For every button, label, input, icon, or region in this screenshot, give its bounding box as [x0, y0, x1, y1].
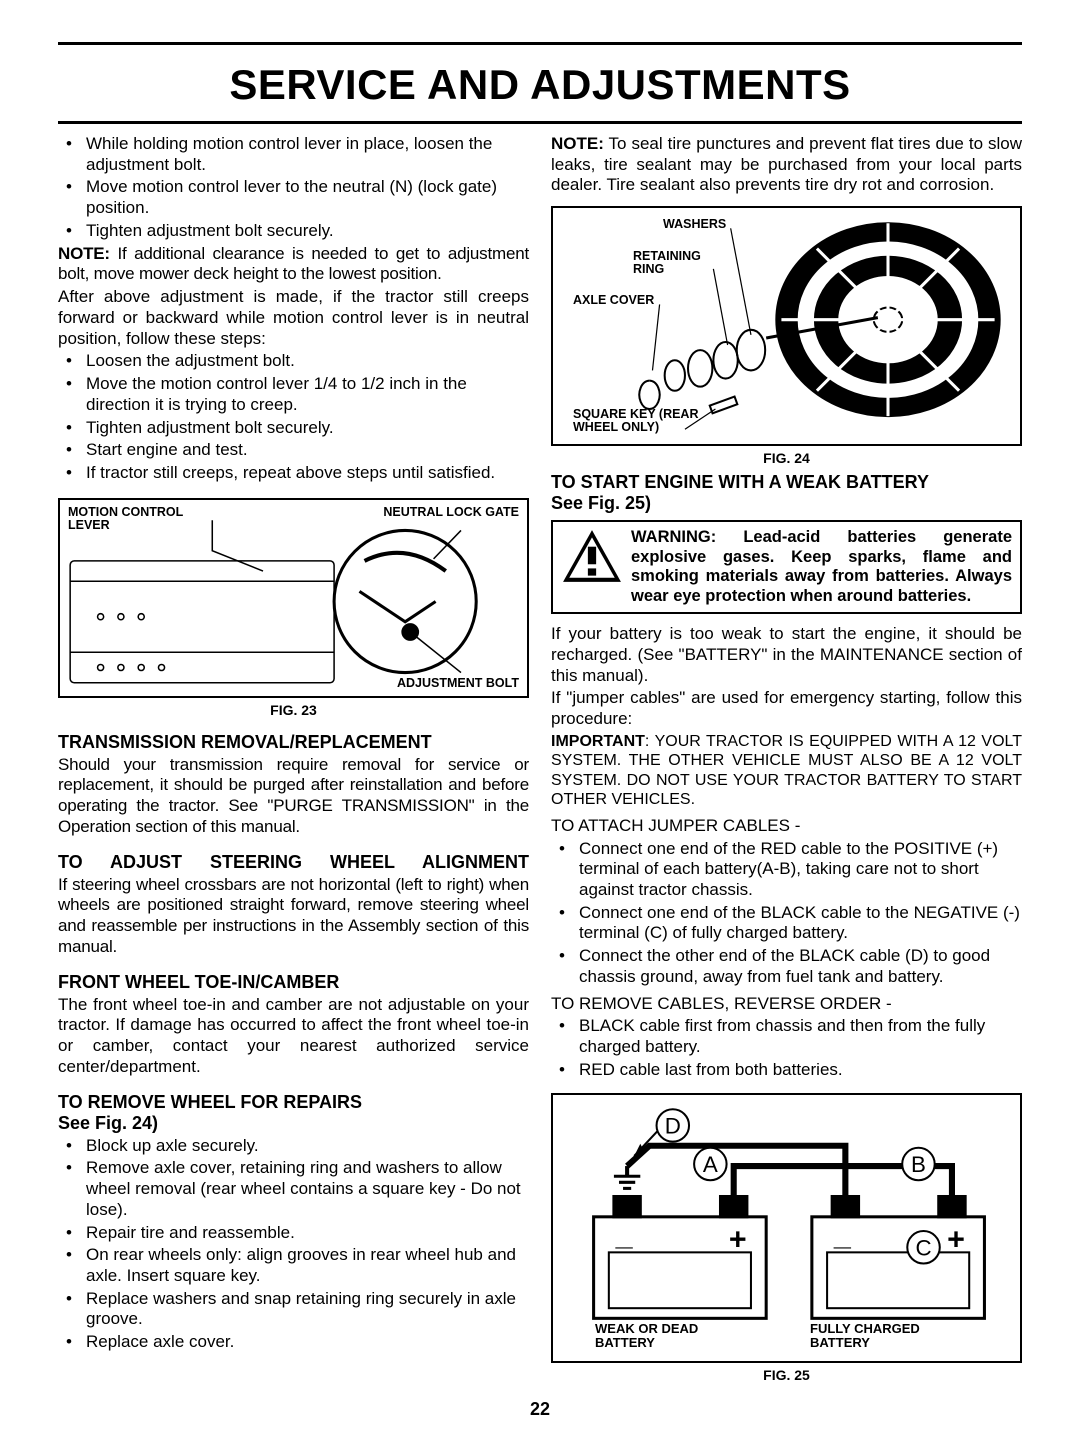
fig25-label-weak: WEAK OR DEAD BATTERY	[595, 1322, 715, 1351]
tire-note: NOTE: To seal tire punctures and prevent…	[551, 134, 1022, 196]
fig23-caption: FIG. 23	[58, 702, 529, 718]
list-item: While holding motion control lever in pl…	[58, 134, 529, 175]
important-lead: IMPORTANT	[551, 733, 645, 750]
toe-para: The front wheel toe-in and camber are no…	[58, 995, 529, 1078]
list-item: Remove axle cover, retaining ring and wa…	[58, 1158, 529, 1220]
left-column: While holding motion control lever in pl…	[58, 134, 529, 1383]
list-item: Connect one end of the BLACK cable to th…	[551, 903, 1022, 944]
list-item: Tighten adjustment bolt securely.	[58, 418, 529, 439]
list-item: Block up axle securely.	[58, 1136, 529, 1157]
fig25-label-full: FULLY CHARGED BATTERY	[810, 1322, 950, 1351]
wheel-bullets: Block up axle securely. Remove axle cove…	[58, 1136, 529, 1353]
warning-text: WARNING: Lead-acid batteries generate ex…	[631, 528, 1012, 606]
figure-23: MOTION CONTROL LEVER NEUTRAL LOCK GATE A…	[58, 498, 529, 698]
steering-para: If steering wheel crossbars are not hori…	[58, 875, 529, 958]
list-item: Replace washers and snap retaining ring …	[58, 1289, 529, 1330]
list-item: On rear wheels only: align grooves in re…	[58, 1245, 529, 1286]
svg-text:+: +	[729, 1222, 747, 1256]
wheel-see: See Fig. 24)	[58, 1113, 529, 1134]
battery-para: If your battery is too weak to start the…	[551, 624, 1022, 686]
fig25-D: D	[665, 1113, 681, 1138]
list-item: If tractor still creeps, repeat above st…	[58, 463, 529, 484]
tire-note-text: To seal tire punctures and prevent flat …	[551, 134, 1022, 194]
transmission-heading: TRANSMISSION REMOVAL/REPLACEMENT	[58, 732, 529, 753]
list-item: Move motion control lever to the neutral…	[58, 177, 529, 218]
list-item: Loosen the adjustment bolt.	[58, 351, 529, 372]
columns: While holding motion control lever in pl…	[58, 134, 1022, 1383]
note-lead: NOTE:	[58, 244, 110, 263]
fig25-C: C	[915, 1235, 931, 1260]
page-number: 22	[58, 1399, 1022, 1420]
svg-text:+: +	[947, 1222, 965, 1256]
warning-icon	[561, 528, 623, 589]
right-column: NOTE: To seal tire punctures and prevent…	[551, 134, 1022, 1383]
svg-text:_: _	[833, 1218, 852, 1252]
weak-battery-see: See Fig. 25)	[551, 493, 1022, 514]
fig25-caption: FIG. 25	[551, 1367, 1022, 1383]
wheel-heading: TO REMOVE WHEEL FOR REPAIRS	[58, 1092, 529, 1113]
note-lead: NOTE:	[551, 134, 604, 153]
note-text: If additional clearance is needed to get…	[58, 244, 529, 284]
list-item: Move the motion control lever 1/4 to 1/2…	[58, 374, 529, 415]
warning-lead: WARNING	[631, 528, 711, 546]
page-title: SERVICE AND ADJUSTMENTS	[58, 61, 1022, 109]
fig24-svg	[553, 208, 1020, 452]
list-item: Start engine and test.	[58, 440, 529, 461]
warning-box: WARNING: Lead-acid batteries generate ex…	[551, 520, 1022, 614]
fig24-caption: FIG. 24	[551, 450, 1022, 466]
fig25-B: B	[911, 1152, 926, 1177]
weak-battery-heading: TO START ENGINE WITH A WEAK BATTERY	[551, 472, 1022, 493]
note-para: NOTE: If additional clearance is needed …	[58, 244, 529, 285]
remove-heading: TO REMOVE CABLES, REVERSE ORDER -	[551, 994, 1022, 1015]
remove-bullets: BLACK cable first from chassis and then …	[551, 1016, 1022, 1080]
title-under-rule	[58, 121, 1022, 124]
fig23-svg	[60, 500, 527, 703]
left-bullets-2: Loosen the adjustment bolt. Move the mot…	[58, 351, 529, 483]
top-rule	[58, 42, 1022, 45]
attach-heading: TO ATTACH JUMPER CABLES -	[551, 816, 1022, 837]
toe-heading: FRONT WHEEL TOE-IN/CAMBER	[58, 972, 529, 993]
important-para: IMPORTANT: YOUR TRACTOR IS EQUIPPED WITH…	[551, 732, 1022, 810]
list-item: Connect one end of the RED cable to the …	[551, 839, 1022, 901]
list-item: Repair tire and reassemble.	[58, 1223, 529, 1244]
left-bullets-1: While holding motion control lever in pl…	[58, 134, 529, 242]
list-item: BLACK cable first from chassis and then …	[551, 1016, 1022, 1057]
attach-bullets: Connect one end of the RED cable to the …	[551, 839, 1022, 988]
svg-text:_: _	[615, 1218, 634, 1252]
fig25-A: A	[703, 1152, 718, 1177]
steering-heading: TO ADJUST STEERING WHEEL ALIGNMENT	[58, 852, 529, 873]
title-wrap: SERVICE AND ADJUSTMENTS	[58, 55, 1022, 119]
figure-25: D A B C _ + _ + WEAK OR DEAD BATTERY FUL…	[551, 1093, 1022, 1363]
list-item: Replace axle cover.	[58, 1332, 529, 1353]
para: After above adjustment is made, if the t…	[58, 287, 529, 349]
list-item: Connect the other end of the BLACK cable…	[551, 946, 1022, 987]
transmission-para: Should your transmission require removal…	[58, 755, 529, 838]
list-item: RED cable last from both batteries.	[551, 1060, 1022, 1081]
jumper-para: If "jumper cables" are used for emergenc…	[551, 688, 1022, 729]
figure-24: WASHERS RETAINING RING AXLE COVER SQUARE…	[551, 206, 1022, 446]
list-item: Tighten adjustment bolt securely.	[58, 221, 529, 242]
